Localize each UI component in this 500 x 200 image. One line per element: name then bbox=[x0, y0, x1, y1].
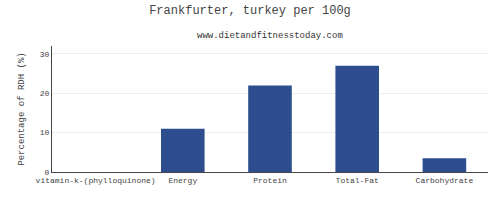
svg-text:Protein: Protein bbox=[253, 176, 287, 185]
svg-text:Percentage of RDH (%): Percentage of RDH (%) bbox=[17, 52, 27, 165]
svg-text:vitamin-k-(phylloquinone): vitamin-k-(phylloquinone) bbox=[36, 176, 156, 185]
svg-text:0: 0 bbox=[45, 168, 50, 177]
svg-text:20: 20 bbox=[40, 89, 50, 98]
svg-text:10: 10 bbox=[40, 128, 50, 137]
svg-text:www.dietandfitnesstoday.com: www.dietandfitnesstoday.com bbox=[197, 31, 343, 41]
svg-text:Energy: Energy bbox=[168, 176, 197, 185]
svg-text:Frankfurter, turkey per 100g: Frankfurter, turkey per 100g bbox=[149, 4, 351, 18]
svg-text:Carbohydrate: Carbohydrate bbox=[416, 176, 474, 185]
svg-text:30: 30 bbox=[40, 50, 50, 59]
svg-text:Total-Fat: Total-Fat bbox=[336, 176, 379, 185]
